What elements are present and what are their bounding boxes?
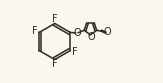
Text: O: O: [73, 28, 81, 38]
Text: F: F: [72, 47, 77, 57]
Text: O: O: [103, 27, 111, 38]
Text: F: F: [52, 14, 58, 24]
Text: F: F: [52, 59, 57, 69]
Text: O: O: [87, 32, 95, 42]
Text: F: F: [32, 26, 38, 36]
